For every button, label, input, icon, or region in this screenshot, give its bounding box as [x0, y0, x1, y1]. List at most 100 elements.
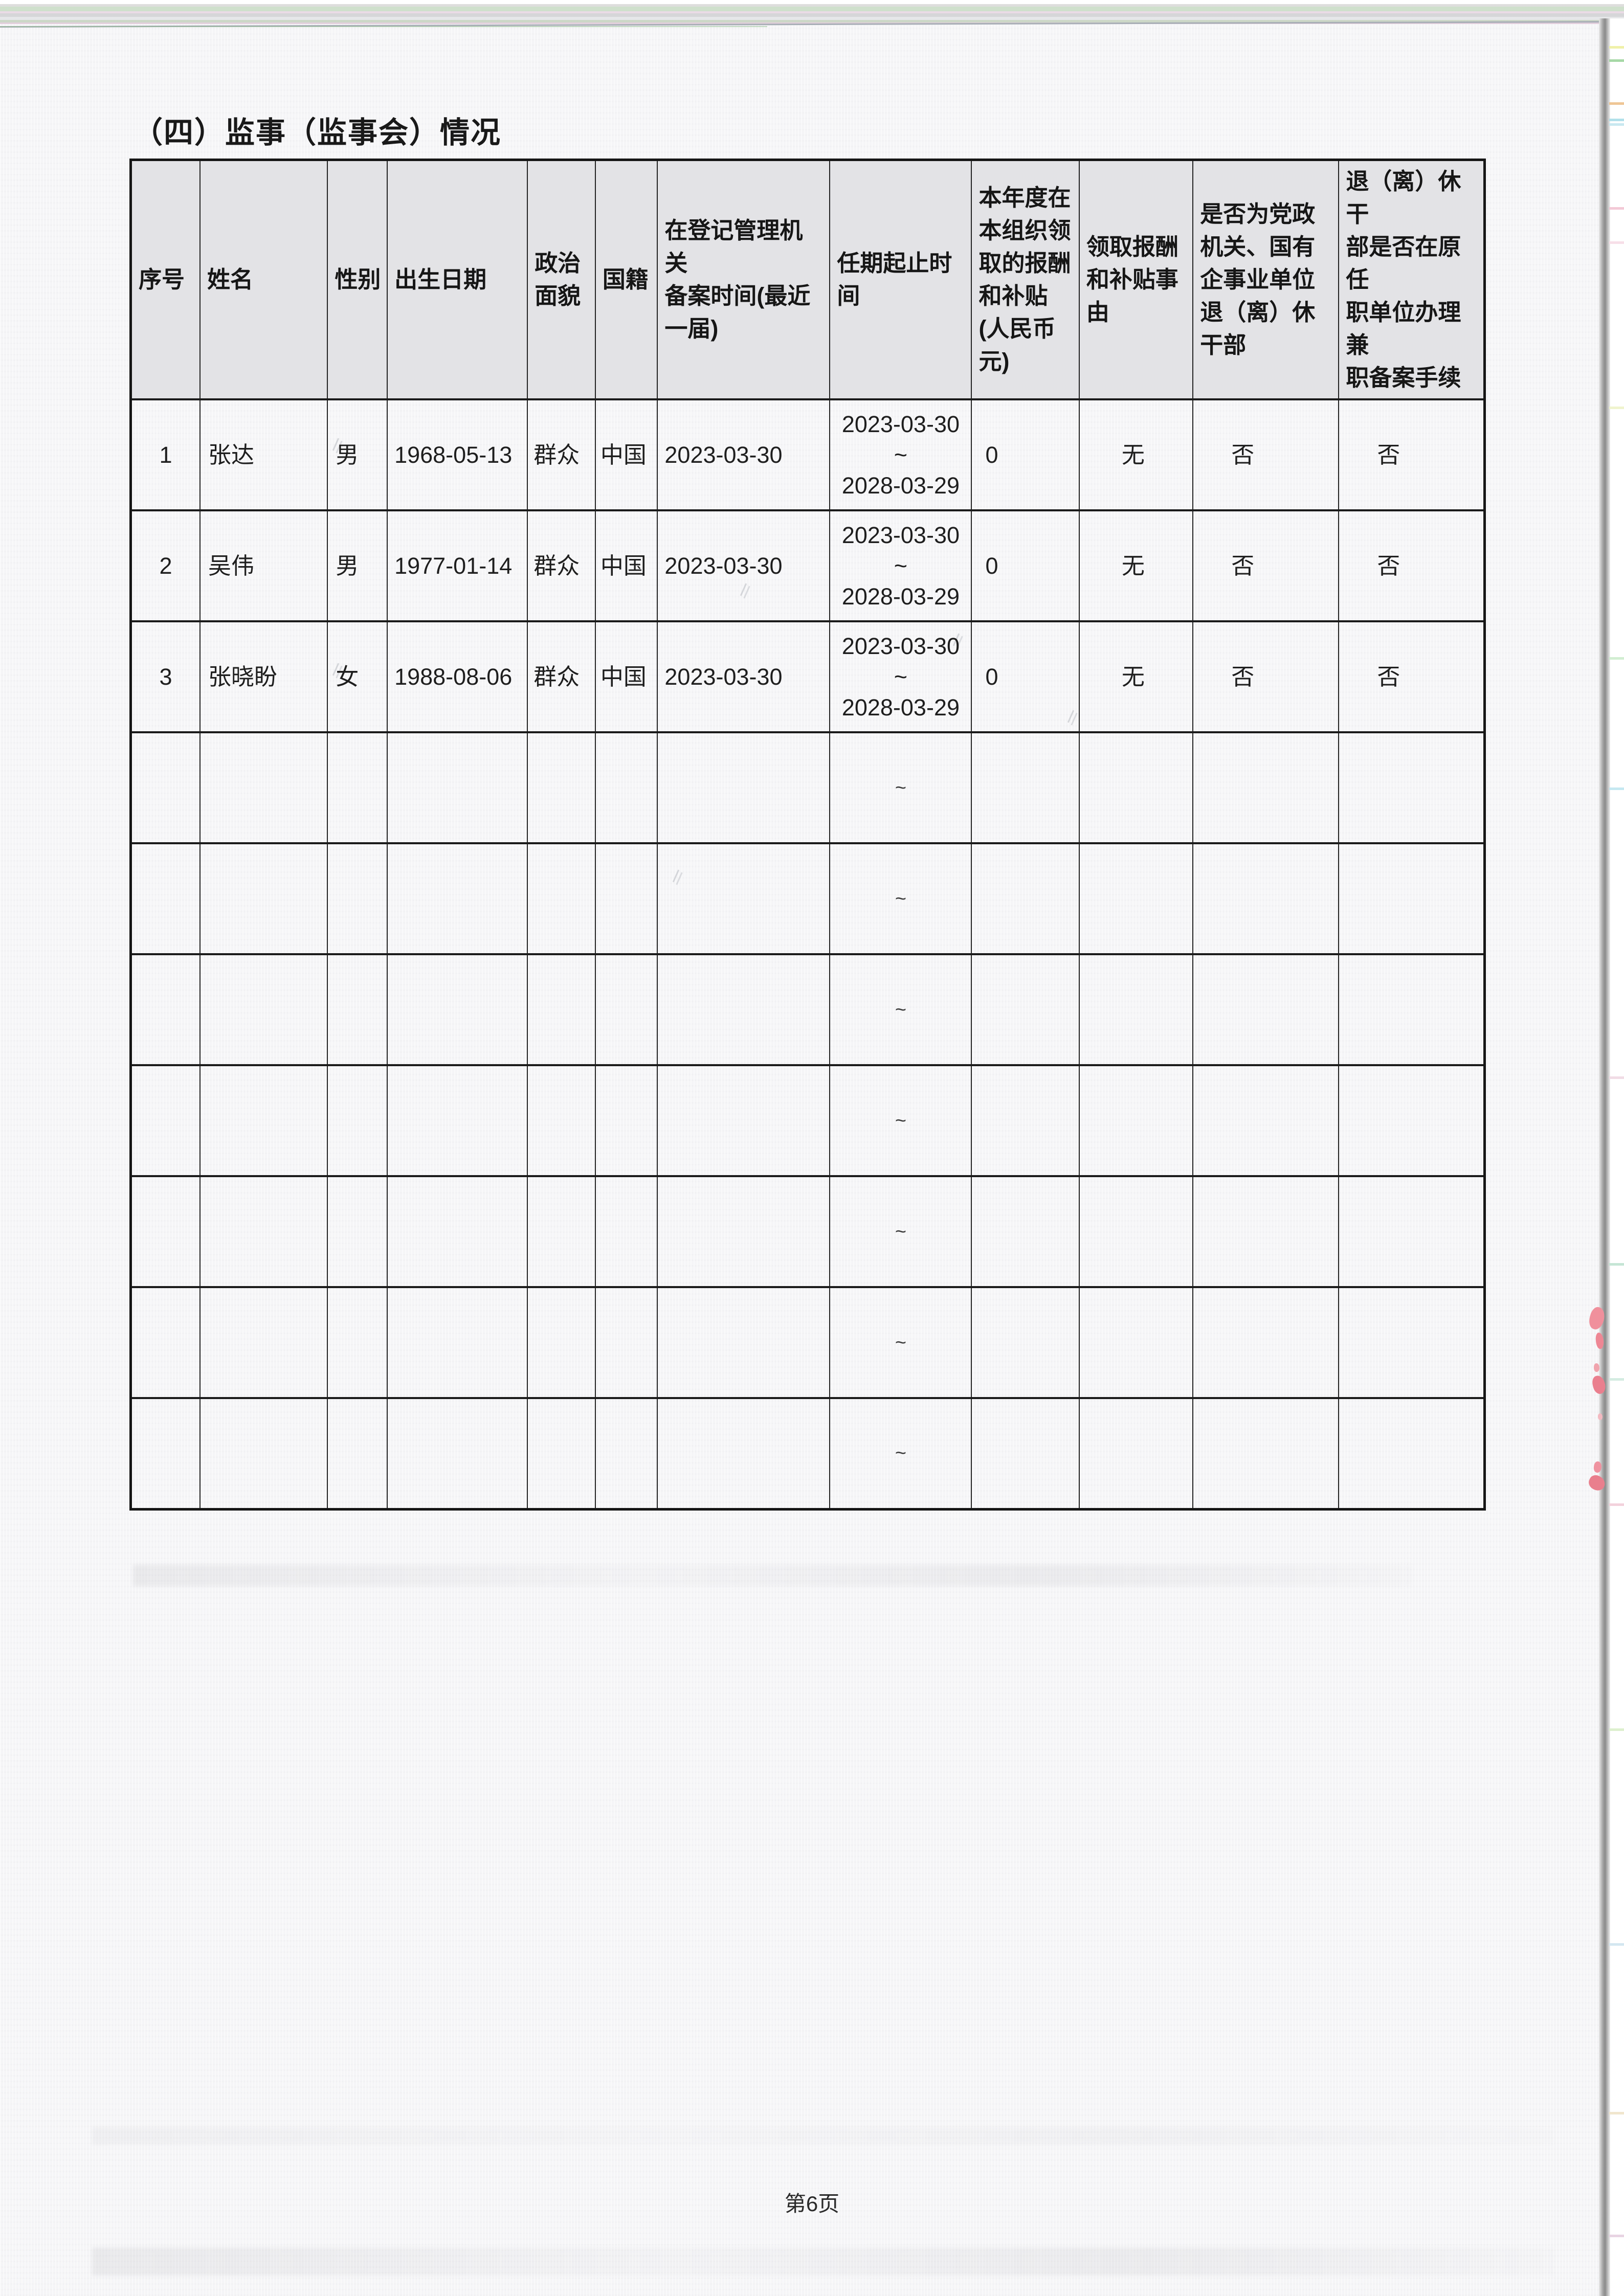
cell-is_retired_cadre-empty — [1192, 953, 1340, 1066]
cell-is_retired_cadre-empty — [1192, 1175, 1340, 1288]
cell-annual_pay: 0 — [971, 620, 1080, 733]
cell-pay_reason-empty — [1078, 842, 1194, 955]
cell-term-empty: ~ — [829, 731, 972, 844]
cell-term: 2023-03-30 ~ 2028-03-29 — [829, 620, 972, 733]
cell-nationality: 中国 — [594, 620, 658, 733]
cell-filing_time-empty — [657, 1064, 831, 1177]
cell-nationality: 中国 — [594, 398, 658, 511]
cell-retired_filing-empty — [1338, 1397, 1485, 1510]
header-is_retired_cadre: 是否为党政 机关、国有 企事业单位 退（离）休 干部 — [1192, 159, 1340, 400]
cell-is_retired_cadre-empty — [1192, 1286, 1340, 1399]
cell-filing_time-empty — [657, 953, 831, 1066]
cell-pay_reason-empty — [1078, 1175, 1194, 1288]
cell-nationality-empty — [594, 1286, 658, 1399]
header-term: 任期起止时 间 — [829, 159, 972, 400]
cell-filing_time-empty — [657, 1286, 831, 1399]
cell-nationality-empty — [594, 1064, 658, 1177]
cell-filing_time-empty — [657, 731, 831, 844]
cell-political_status-empty — [527, 1175, 596, 1288]
cell-index-empty — [130, 1175, 201, 1288]
table-row: 2 吴伟男 1977-01-14 群众 中国 2023-03-30 2023-03-30 ~… — [130, 509, 1485, 622]
cell-index: 2 — [130, 509, 201, 622]
scan-stripe — [0, 26, 767, 27]
bleed-smudge — [92, 2127, 1555, 2145]
header-index: 序号 — [130, 159, 201, 400]
cell-retired_filing: 否 — [1338, 620, 1485, 733]
scan-color-line — [1609, 1378, 1624, 1381]
cell-nationality-empty — [594, 731, 658, 844]
cell-nationality-empty — [594, 953, 658, 1066]
cell-birth_date-empty — [387, 1286, 528, 1399]
table-header-row: 序号 姓名 性别 出生日期 政治 面貌 国籍 在登记管理机关 备案时间(最近 一届) 任期起止… — [130, 159, 1485, 400]
ink-bleed-mark — [1598, 1413, 1603, 1420]
scan-stripe — [0, 13, 1624, 17]
page-right-edge-shadow — [1599, 18, 1610, 2296]
cell-birth_date: 1988-08-06 — [387, 620, 528, 733]
scan-color-line — [1609, 2235, 1624, 2237]
cell-annual_pay-empty — [971, 953, 1080, 1066]
cell-political_status-empty — [527, 1286, 596, 1399]
cell-index: 1 — [130, 398, 201, 511]
header-birth_date: 出生日期 — [387, 159, 528, 400]
cell-retired_filing: 否 — [1338, 398, 1485, 511]
cell-birth_date-empty — [387, 842, 528, 955]
scan-color-line — [1609, 407, 1624, 409]
header-pay_reason: 领取报酬 和补贴事 由 — [1078, 159, 1194, 400]
cell-index-empty — [130, 1064, 201, 1177]
cell-index-empty — [130, 1286, 201, 1399]
cell-gender: 男 — [327, 509, 388, 622]
cell-annual_pay-empty — [971, 731, 1080, 844]
scanner-background-strip — [1610, 18, 1624, 2296]
cell-political_status-empty — [527, 1064, 596, 1177]
supervisors-table: 序号 姓名 性别 出生日期 政治 面貌 国籍 在登记管理机关 备案时间(最近 一届) 任期起止… — [129, 159, 1486, 1511]
cell-name: 张达 — [199, 398, 328, 511]
cell-gender-empty — [327, 1175, 388, 1288]
cell-nationality-empty — [594, 842, 658, 955]
scan-color-line — [1609, 46, 1624, 49]
cell-pay_reason-empty — [1078, 731, 1194, 844]
table-empty-row: ~ — [130, 1064, 1485, 1177]
cell-term: 2023-03-30 ~ 2028-03-29 — [829, 509, 972, 622]
scan-color-line — [1609, 102, 1624, 105]
cell-political_status: 群众 — [527, 509, 596, 622]
supervisors-table-container: 序号 姓名 性别 出生日期 政治 面貌 国籍 在登记管理机关 备案时间(最近 一届) 任期起止… — [129, 159, 1486, 1511]
cell-annual_pay-empty — [971, 842, 1080, 955]
cell-retired_filing-empty — [1338, 1286, 1485, 1399]
bleed-smudge — [133, 1565, 1412, 1586]
cell-nationality-empty — [594, 1175, 658, 1288]
cell-retired_filing-empty — [1338, 842, 1485, 955]
header-annual_pay: 本年度在 本组织领 取的报酬 和补贴 (人民币 元) — [971, 159, 1080, 400]
header-nationality: 国籍 — [594, 159, 658, 400]
cell-birth_date-empty — [387, 953, 528, 1066]
page-number: 第6页 — [784, 2192, 840, 2216]
cell-pay_reason: 无 — [1078, 620, 1194, 733]
cell-pay_reason: 无 — [1078, 509, 1194, 622]
header-retired_filing: 退（离）休干 部是否在原任 职单位办理兼 职备案手续 — [1338, 159, 1485, 400]
cell-birth_date-empty — [387, 731, 528, 844]
cell-pay_reason-empty — [1078, 1286, 1194, 1399]
scan-color-line — [1609, 123, 1624, 126]
cell-name-empty — [199, 1286, 328, 1399]
cell-name-empty — [199, 953, 328, 1066]
scan-color-line — [1609, 2112, 1624, 2114]
cell-political_status: 群众 — [527, 398, 596, 511]
cell-political_status-empty — [527, 953, 596, 1066]
scan-color-line — [1609, 241, 1624, 244]
scan-color-line — [1609, 119, 1624, 121]
cell-index-empty — [130, 953, 201, 1066]
cell-name-empty — [199, 1064, 328, 1177]
cell-gender-empty — [327, 953, 388, 1066]
cell-retired_filing-empty — [1338, 1064, 1485, 1177]
scan-color-line — [1609, 1943, 1624, 1946]
header-filing_time: 在登记管理机关 备案时间(最近 一届) — [657, 159, 831, 400]
cell-term-empty: ~ — [829, 1064, 972, 1177]
cell-birth_date: 1977-01-14 — [387, 509, 528, 622]
scan-stripe — [0, 4, 1624, 7]
cell-retired_filing: 否 — [1338, 509, 1485, 622]
cell-gender: 男 — [327, 398, 388, 511]
cell-name: 吴伟 — [199, 509, 328, 622]
cell-retired_filing-empty — [1338, 731, 1485, 844]
cell-annual_pay-empty — [971, 1286, 1080, 1399]
cell-gender-empty — [327, 842, 388, 955]
